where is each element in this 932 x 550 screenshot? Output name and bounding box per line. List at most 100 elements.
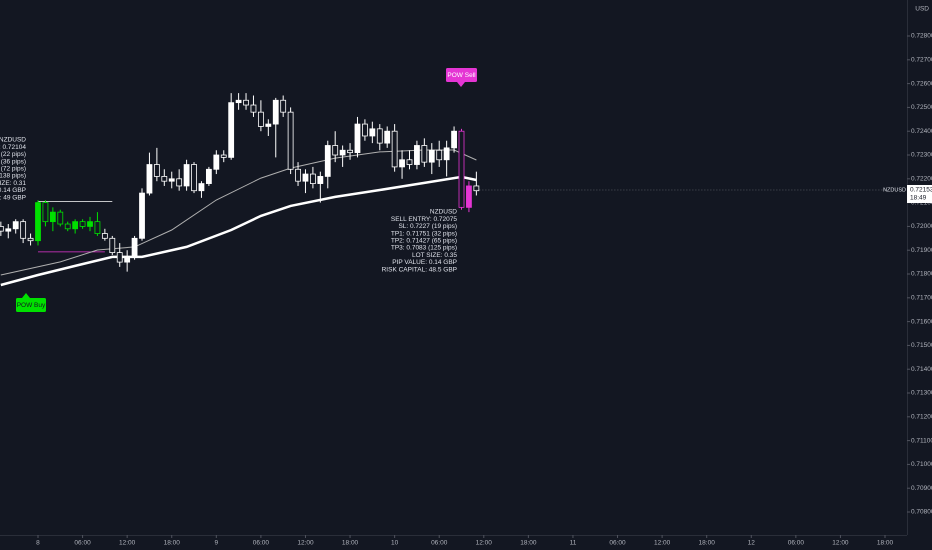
- candle-body: [317, 176, 324, 184]
- buy-info-line: NZDUSD: [0, 137, 26, 144]
- candle-body: [235, 99, 242, 104]
- candle-body: [42, 202, 49, 223]
- candle-body: [49, 211, 56, 223]
- buy-info-line: TAL: 49 GBP: [0, 194, 26, 201]
- x-tick-label: 18:00: [520, 540, 537, 547]
- candle-body: [265, 123, 272, 127]
- buy-arrow: [22, 293, 30, 298]
- buy-info-line: RY: 0.72104: [0, 144, 26, 151]
- x-tick-label: 12:00: [832, 540, 849, 547]
- candle-body: [466, 185, 472, 208]
- sell-info-line: TP1: 0.71751 (32 pips): [391, 230, 457, 237]
- candle-body: [369, 128, 376, 137]
- currency-label: USD: [915, 6, 929, 13]
- candle-body: [176, 178, 183, 187]
- last-price-box: [907, 184, 932, 203]
- candle-body: [198, 183, 205, 192]
- x-tick-label: 06:00: [609, 540, 626, 547]
- countdown-label: 18:49: [910, 195, 927, 202]
- candle-body: [109, 237, 116, 253]
- candle-body: [339, 149, 346, 156]
- candle-body: [12, 221, 19, 230]
- candle-body: [228, 102, 235, 158]
- candle-body: [243, 99, 249, 106]
- candle-body: [20, 221, 27, 239]
- candle-body: [124, 256, 131, 263]
- candle-body: [87, 221, 93, 227]
- candle-body: [131, 237, 138, 258]
- buy-info-line: 32 (138 pips): [0, 173, 26, 180]
- candle-body: [153, 164, 160, 177]
- candle-body: [64, 223, 71, 230]
- candle-body: [406, 159, 413, 165]
- x-tick-label: 12:00: [119, 540, 136, 547]
- candle-body: [391, 130, 398, 168]
- candle-body: [272, 99, 279, 125]
- x-tick-label: 18:00: [164, 540, 181, 547]
- x-tick-label: 18:00: [699, 540, 716, 547]
- candle-body: [27, 237, 34, 242]
- buy-info-line: 89 (22 pips): [0, 151, 26, 158]
- buy-info-line: 22 (72 pips): [0, 166, 26, 173]
- candle-body: [280, 99, 287, 113]
- candle-body: [257, 111, 264, 127]
- buy-label: POW Buy: [17, 302, 46, 309]
- buy-info-line: E: 0.14 GBP: [0, 187, 26, 194]
- candle-body: [295, 168, 301, 182]
- candle-body: [362, 123, 368, 137]
- sell-label: POW Sell: [447, 72, 476, 79]
- candle-body: [354, 123, 361, 154]
- y-tick-label: 0.71100: [911, 437, 932, 444]
- x-tick-label: 8: [36, 540, 40, 547]
- candle-body: [213, 154, 220, 170]
- candle-body: [302, 173, 309, 182]
- candle-body: [250, 104, 257, 113]
- candle-body: [458, 130, 465, 208]
- candle-body: [72, 221, 79, 230]
- candle-body: [101, 233, 108, 239]
- candle-body: [191, 164, 197, 192]
- candle-body: [94, 221, 101, 234]
- candle-body: [384, 130, 391, 144]
- x-tick-label: 12:00: [476, 540, 493, 547]
- candle-body: [146, 164, 153, 194]
- buy-label-box: [16, 298, 46, 312]
- symbol-tag-box: [886, 184, 907, 195]
- candle-body: [443, 147, 450, 161]
- candle-body: [473, 185, 480, 192]
- x-tick-label: 9: [215, 540, 219, 547]
- x-tick-label: 10: [391, 540, 399, 547]
- sell-info-line: NZDUSD: [430, 209, 457, 216]
- moving-average: [0, 175, 477, 287]
- candle-body: [5, 228, 12, 232]
- x-tick-label: 18:00: [877, 540, 894, 547]
- candle-body: [161, 176, 168, 182]
- symbol-tag: NZDUSD: [883, 187, 906, 193]
- x-tick-label: 12:00: [297, 540, 314, 547]
- candle-body: [139, 192, 145, 239]
- sell-info-line: PIP VALUE: 0.14 GBP: [392, 259, 457, 266]
- candle-body: [205, 168, 212, 184]
- sell-arrow: [457, 82, 465, 87]
- x-tick-label: 12:00: [654, 540, 671, 547]
- candle-body: [168, 178, 175, 182]
- y-tick-label: 0.70800: [911, 509, 932, 516]
- candle-body: [287, 111, 294, 170]
- candle-body: [414, 145, 420, 165]
- candle-body: [116, 252, 123, 263]
